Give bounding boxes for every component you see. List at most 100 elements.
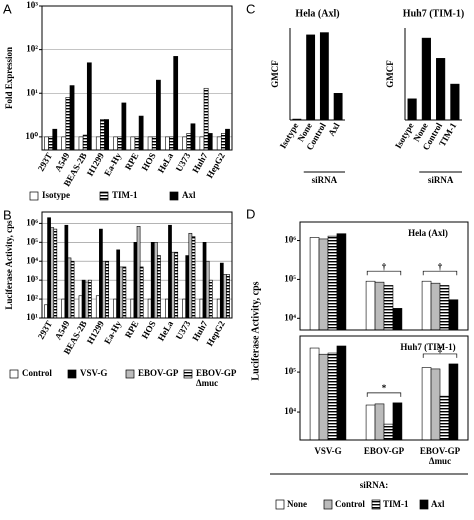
bar xyxy=(407,98,417,121)
bar xyxy=(168,224,172,319)
bar xyxy=(318,238,329,331)
legend-label: Axl xyxy=(431,499,445,509)
panel-label: B xyxy=(3,207,12,222)
plot-frame xyxy=(41,211,233,319)
subplot-title: Hela (Axl) xyxy=(295,8,339,19)
legend-swatch xyxy=(323,499,333,510)
x-tick-label: Ea-Hy xyxy=(102,151,123,178)
bar xyxy=(48,136,54,151)
bar xyxy=(319,32,329,121)
y-tick-label: 10⁴ xyxy=(284,312,296,322)
bar xyxy=(82,134,88,151)
plot-frame xyxy=(41,5,233,151)
y-axis-label: Luciferase Activity, cps xyxy=(4,220,14,310)
bar xyxy=(439,285,450,331)
y-axis-label: Fold Expression xyxy=(4,47,14,109)
bar xyxy=(130,298,135,319)
bar xyxy=(174,251,179,319)
bar xyxy=(147,136,153,151)
x-tick-label: EBOV-GP Δmuc xyxy=(420,446,461,466)
bar xyxy=(134,136,140,151)
bar xyxy=(216,136,222,151)
significance-mark: * xyxy=(382,383,387,393)
legend-swatch xyxy=(183,369,193,379)
bar xyxy=(151,136,157,151)
plot-frame xyxy=(299,335,469,441)
legend-swatch xyxy=(371,499,381,510)
bar xyxy=(203,87,209,151)
significance-mark: ‡ xyxy=(438,344,443,354)
bar xyxy=(133,242,138,319)
bar xyxy=(104,119,109,151)
bar xyxy=(64,224,69,319)
y-tick-label: 10¹ xyxy=(26,87,38,97)
x-tick-label: 293T xyxy=(36,151,54,173)
bar xyxy=(52,128,58,151)
bar xyxy=(102,260,106,319)
y-tick-label: 10⁶ xyxy=(284,235,296,245)
legend-label: VSV-G xyxy=(80,368,107,378)
bar xyxy=(219,262,224,319)
bar xyxy=(44,304,48,319)
bar xyxy=(318,353,329,441)
bar xyxy=(122,266,127,319)
legend-label: EBOV-GP Δmuc xyxy=(196,368,237,388)
bar xyxy=(113,298,117,319)
bar xyxy=(113,136,118,151)
bar xyxy=(292,118,302,121)
bar xyxy=(327,352,338,441)
bar xyxy=(69,85,75,151)
bar xyxy=(208,279,213,319)
bar xyxy=(87,279,92,319)
legend-swatch xyxy=(419,499,429,510)
legend-swatch xyxy=(9,369,19,379)
significance-bracket xyxy=(366,392,402,397)
bar xyxy=(81,279,86,319)
bar xyxy=(226,274,230,319)
bar xyxy=(309,347,320,441)
legend-swatch xyxy=(275,499,285,510)
y-tick-label: 10⁵ xyxy=(26,236,38,246)
panel-label: C xyxy=(246,1,255,16)
bar xyxy=(421,367,432,441)
bar xyxy=(136,226,141,319)
panel-label: D xyxy=(246,206,255,221)
bar xyxy=(207,133,213,151)
y-tick-label: 10⁵ xyxy=(284,273,296,283)
bar xyxy=(67,257,72,319)
significance-mark: † xyxy=(438,261,443,271)
bar xyxy=(61,298,66,319)
bar xyxy=(392,308,403,331)
bar xyxy=(65,97,71,151)
bar xyxy=(421,280,432,331)
bar xyxy=(436,58,446,121)
x-tick-label: HepG2 xyxy=(204,151,227,180)
bar xyxy=(119,266,124,319)
bar xyxy=(199,136,205,151)
bar xyxy=(139,266,144,319)
legend-label: TIM-1 xyxy=(112,190,138,200)
legend-title: siRNA: xyxy=(360,480,389,490)
y-tick-label: 10¹ xyxy=(26,312,38,322)
bar xyxy=(78,136,84,151)
y-tick-label: 10⁶ xyxy=(26,217,38,227)
bar xyxy=(327,235,338,331)
significance-bracket xyxy=(422,270,458,276)
group-label: siRNA xyxy=(312,175,338,185)
significance-bracket xyxy=(422,353,458,358)
significance-mark: † xyxy=(382,261,387,271)
x-tick-label: RPE xyxy=(123,151,141,172)
y-tick-label: 10³ xyxy=(26,0,38,10)
legend-label: Control xyxy=(335,499,365,509)
bar xyxy=(78,295,83,319)
legend-swatch xyxy=(99,191,109,201)
bar xyxy=(165,298,169,319)
bar xyxy=(44,136,49,151)
subplot-title: Huh7 (TIM-1) xyxy=(400,342,455,352)
panel-label: A xyxy=(3,1,12,16)
x-tick-label: Ea-Hy xyxy=(102,319,123,346)
bar xyxy=(105,260,109,319)
bar xyxy=(220,133,226,151)
bar xyxy=(430,282,441,331)
